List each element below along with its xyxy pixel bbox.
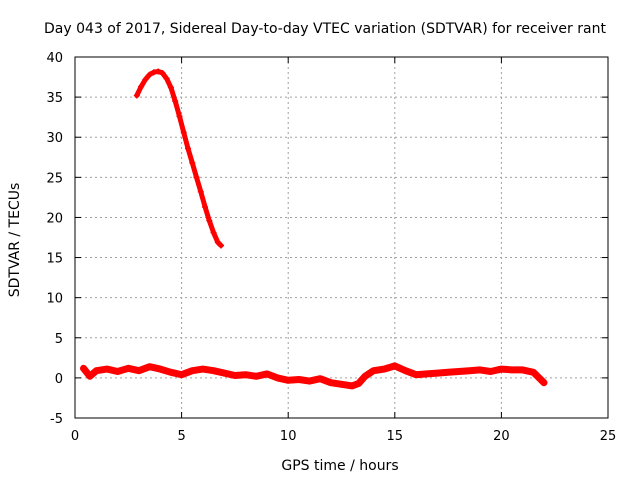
data-point [172,98,179,105]
data-point [138,83,145,90]
data-point [206,217,213,224]
data-point [142,76,149,83]
y-tick-label: 25 [46,171,63,186]
data-point [114,368,121,375]
data-point [381,366,388,373]
data-point [306,378,313,385]
data-point [253,373,260,380]
y-tick-label: 10 [46,292,63,307]
data-point [178,371,185,378]
y-tick-label: 30 [46,131,63,146]
data-point [423,370,430,377]
data-point [135,367,142,374]
data-point [167,84,174,91]
x-tick-label: 15 [387,429,404,444]
data-point [210,367,217,374]
data-point [103,366,110,373]
data-point [391,362,398,369]
data-point [157,366,164,373]
data-point [155,68,162,75]
data-point [189,159,196,166]
data-point [176,113,183,120]
y-tick-label: 0 [55,372,63,387]
data-point [509,366,516,373]
data-point [146,363,153,370]
data-point [231,372,238,379]
data-point [274,374,281,381]
data-point [361,373,368,380]
data-point [93,367,100,374]
data-point [530,369,537,376]
data-point [125,365,132,372]
data-point [519,366,526,373]
y-tick-label: 20 [46,211,63,226]
data-point [189,367,196,374]
data-point [466,367,473,374]
data-point [80,365,87,372]
data-point [317,375,324,382]
plot-frame [74,56,609,419]
y-tick-label: -5 [50,412,63,427]
data-point [355,380,362,387]
x-tick-label: 20 [493,429,510,444]
tick-marks [74,56,609,419]
data-point [159,70,166,77]
data-point [218,242,225,249]
series-layer [80,68,548,390]
data-point [86,373,93,380]
series-line-2 [80,362,548,390]
data-point [338,381,345,388]
data-point [370,367,377,374]
data-point [487,368,494,375]
y-tick-label: 5 [55,332,63,347]
data-point [180,129,187,136]
data-point [285,377,292,384]
tick-labels: 0 5 10 15 20 25 -5 0 5 10 15 20 25 30 35 40 [46,51,616,444]
data-point [349,382,356,389]
data-point [199,366,206,373]
y-axis-label: SDTVAR / TECUs [7,183,23,298]
x-tick-label: 10 [280,429,297,444]
data-point [402,367,409,374]
grid [75,57,608,418]
data-point [184,145,191,152]
y-tick-label: 40 [46,51,63,66]
data-point [146,71,153,78]
data-point [263,370,270,377]
data-point [197,188,204,195]
data-point [445,369,452,376]
data-point [295,376,302,383]
data-point [214,239,221,246]
data-point [242,371,249,378]
x-tick-label: 0 [71,429,79,444]
data-point [327,379,334,386]
x-tick-label: 5 [177,429,185,444]
data-point [541,379,548,386]
y-tick-label: 35 [46,91,63,106]
x-axis-label: GPS time / hours [281,458,398,474]
data-point [193,174,200,181]
data-point [221,370,228,377]
data-point [413,371,420,378]
chart-title: Day 043 of 2017, Sidereal Day-to-day VTE… [44,21,606,37]
data-point [133,92,140,99]
data-point [477,366,484,373]
data-point [455,368,462,375]
x-tick-label: 25 [600,429,617,444]
data-point [163,75,170,82]
data-point [434,370,441,377]
data-point [498,366,505,373]
y-tick-label: 15 [46,252,63,267]
data-point [202,204,209,211]
data-point [210,229,217,236]
data-point [150,69,157,76]
data-point [167,369,174,376]
